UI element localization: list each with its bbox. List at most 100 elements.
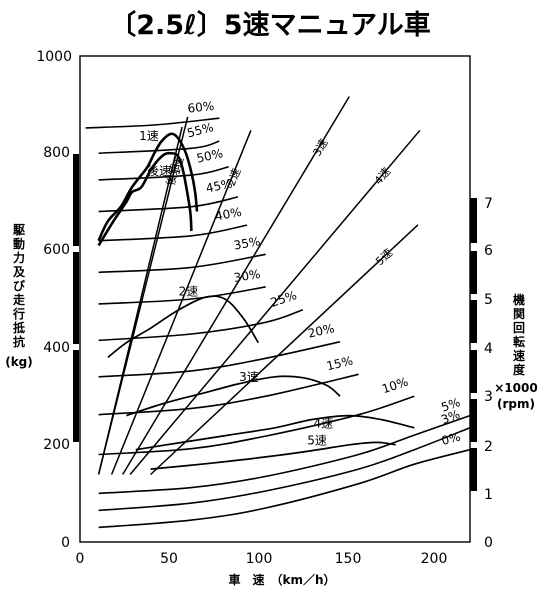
tractive-curve	[126, 375, 341, 417]
right-tick-label: 1	[484, 487, 493, 503]
resistance-label: 50%	[195, 146, 224, 165]
resistance-curve	[98, 427, 471, 512]
left-axis-title-char: び	[13, 278, 26, 293]
plot-frame	[79, 55, 471, 543]
right-axis-title-char: 速	[513, 348, 525, 363]
left-tick-label: 0	[61, 535, 70, 551]
resistance-label: 35%	[233, 234, 262, 252]
engine-speed-line	[150, 224, 419, 476]
left-axis-title-char: (kg)	[5, 355, 33, 369]
tractive-label: 2速	[179, 285, 199, 299]
x-tick-label: 200	[421, 551, 448, 567]
chart-title: 〔2.5ℓ〕5速マニュアル車	[109, 10, 431, 41]
right-tick-label: 5	[484, 292, 493, 308]
right-tick-label: 0	[484, 535, 493, 551]
right-tick-label: 7	[484, 196, 493, 212]
left-tick-label: 600	[43, 242, 70, 258]
resistance-curve	[98, 395, 415, 456]
engine-speed-line	[129, 129, 421, 475]
right-axis-bar	[470, 448, 477, 491]
resistance-label: 55%	[186, 120, 215, 140]
tractive-curve	[97, 132, 199, 242]
resistance-label: 3%	[439, 407, 462, 427]
engine-speed-line	[97, 126, 183, 475]
resistance-curve	[98, 414, 471, 495]
resistance-curve	[85, 117, 220, 129]
resistance-curve	[98, 448, 471, 529]
data-layer: 0%3%5%10%15%20%25%30%35%40%45%50%55%60%1…	[85, 96, 471, 529]
x-axis-title: 車 速 （km／h）	[228, 572, 335, 587]
tractive-label: 5速	[307, 433, 327, 447]
left-axis-title: 駆 動 力 及 び 走 行 抵 抗 (kg)	[5, 222, 33, 369]
x-tick-labels: 0 50 100 150 200	[76, 551, 448, 567]
tractive-curve	[97, 151, 193, 247]
left-tick-label: 200	[43, 437, 70, 453]
resistance-label: 5%	[439, 395, 462, 414]
resistance-label: 15%	[325, 354, 354, 374]
tractive-label: 後速	[147, 164, 171, 178]
plot-area	[79, 55, 471, 543]
resistance-label: 10%	[380, 375, 410, 397]
resistance-label: 60%	[187, 99, 215, 116]
right-axis-bar	[470, 198, 477, 243]
tractive-curve	[135, 414, 415, 451]
x-tick-label: 100	[246, 551, 273, 567]
left-tick-labels: 0 200 400 600 800 1000	[36, 49, 72, 551]
resistance-curve	[98, 224, 248, 242]
tractive-curve	[150, 441, 396, 470]
engine-speed-line	[122, 96, 350, 475]
engine-speed-label: 2速	[225, 166, 244, 188]
right-tick-label: 4	[484, 341, 493, 357]
right-axis-title-char: ×1000	[494, 381, 537, 395]
right-axis-bar	[470, 300, 477, 343]
right-axis-bars	[470, 198, 477, 491]
left-axis-bar	[73, 252, 79, 344]
right-tick-label: 3	[484, 389, 493, 405]
right-axis-title-char: 回	[513, 321, 525, 335]
right-tick-label: 2	[484, 439, 493, 455]
left-tick-label: 1000	[36, 49, 72, 65]
right-axis-bar	[470, 251, 477, 294]
right-axis-title-char: (rpm)	[497, 397, 535, 411]
left-axis-title-char: 及	[13, 265, 26, 279]
left-tick-label: 400	[43, 340, 70, 356]
resistance-label: 20%	[307, 321, 336, 340]
left-axis-bar	[73, 350, 79, 442]
right-tick-label: 6	[484, 243, 493, 259]
left-axis-title-char: 力	[13, 250, 25, 265]
tractive-label: 1速	[139, 129, 159, 143]
left-axis-bars	[73, 154, 79, 442]
resistance-curve	[98, 286, 266, 305]
right-axis-bar	[470, 399, 477, 442]
right-axis-bar	[470, 350, 477, 393]
resistance-curve	[98, 140, 220, 154]
tractive-label: 4速	[313, 417, 333, 431]
left-axis-title-char: 動	[13, 236, 25, 251]
right-axis-title: 機 関 回 転 速 度 ×1000 (rpm)	[494, 292, 537, 411]
resistance-curve	[98, 308, 304, 342]
x-tick-label: 150	[335, 551, 362, 567]
right-tick-labels: 0 1 2 3 4 5 6 7	[484, 196, 493, 551]
left-axis-title-char: 抵	[13, 320, 25, 335]
left-axis-title-char: 駆	[13, 222, 25, 237]
left-axis-title-char: 抗	[13, 334, 25, 349]
resistance-label: 40%	[214, 205, 243, 224]
right-axis-title-char: 機	[513, 292, 525, 307]
right-axis-title-char: 転	[513, 334, 525, 349]
x-tick-label: 0	[76, 551, 85, 567]
x-tick-label: 50	[160, 551, 178, 567]
resistance-label: 0%	[440, 430, 462, 448]
left-axis-bar	[73, 154, 79, 246]
resistance-curve	[98, 253, 266, 274]
left-axis-title-char: 走	[13, 292, 25, 307]
right-axis-title-char: 関	[513, 307, 525, 321]
resistance-label: 30%	[233, 267, 262, 285]
right-axis-title-char: 度	[513, 362, 526, 377]
tractive-label: 3速	[239, 370, 259, 384]
tractive-curve	[107, 295, 260, 358]
engine-speed-line	[110, 130, 252, 475]
left-axis-title-char: 行	[12, 306, 25, 321]
resistance-curve	[98, 341, 341, 378]
left-tick-label: 800	[43, 145, 70, 161]
